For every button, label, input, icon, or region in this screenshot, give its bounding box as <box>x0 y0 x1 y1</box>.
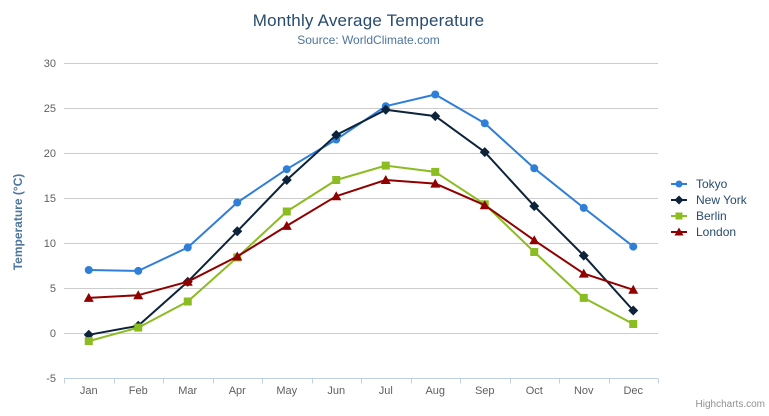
legend-item-berlin[interactable]: Berlin <box>671 208 747 224</box>
svg-text:10: 10 <box>44 238 56 250</box>
svg-text:15: 15 <box>44 193 56 205</box>
svg-text:5: 5 <box>50 283 56 295</box>
svg-text:Jul: Jul <box>379 385 393 397</box>
svg-text:May: May <box>276 385 297 397</box>
x-axis <box>64 378 659 384</box>
credits-link[interactable]: Highcharts.com <box>695 399 765 410</box>
series-london <box>83 175 639 302</box>
square-series-marker-icon <box>671 212 687 220</box>
chart-context-menu-button[interactable] <box>732 21 750 39</box>
svg-text:0: 0 <box>50 328 56 340</box>
series-tokyo <box>84 90 638 275</box>
y-gridlines <box>64 63 658 334</box>
svg-text:Sep: Sep <box>475 385 495 397</box>
y-axis-title: Temperature (°C) <box>11 174 25 271</box>
chart-title: Monthly Average Temperature <box>252 11 485 30</box>
legend: Tokyo New York Berlin London <box>671 176 747 240</box>
legend-item-new-york[interactable]: New York <box>671 192 747 208</box>
svg-text:Aug: Aug <box>425 385 445 397</box>
series-new-york <box>83 104 639 340</box>
y-axis-labels: 30 25 20 15 10 5 0 -5 <box>44 58 56 385</box>
triangle-series-marker-icon <box>671 227 687 236</box>
svg-text:Jan: Jan <box>80 385 98 397</box>
svg-text:Nov: Nov <box>574 385 594 397</box>
diamond-series-marker-icon <box>671 195 687 205</box>
svg-text:-5: -5 <box>46 373 56 385</box>
svg-text:Mar: Mar <box>178 385 197 397</box>
svg-text:Jun: Jun <box>327 385 345 397</box>
legend-item-tokyo[interactable]: Tokyo <box>671 176 747 192</box>
legend-item-label: Berlin <box>696 209 727 223</box>
legend-item-label: Tokyo <box>696 177 728 191</box>
svg-text:Oct: Oct <box>526 385 543 397</box>
legend-item-label: London <box>696 225 737 239</box>
svg-text:20: 20 <box>44 148 56 160</box>
legend-item-label: New York <box>696 193 747 207</box>
svg-text:Feb: Feb <box>129 385 148 397</box>
circle-series-marker-icon <box>671 180 687 188</box>
svg-text:30: 30 <box>44 58 56 70</box>
svg-text:Dec: Dec <box>623 385 643 397</box>
svg-text:Apr: Apr <box>229 385 246 397</box>
x-axis-labels: Jan Feb Mar Apr May Jun Jul Aug Sep Oct Nov Dec <box>80 385 644 397</box>
chart-subtitle: Source: WorldClimate.com <box>297 33 440 47</box>
svg-text:25: 25 <box>44 103 56 115</box>
legend-item-london[interactable]: London <box>671 224 747 240</box>
